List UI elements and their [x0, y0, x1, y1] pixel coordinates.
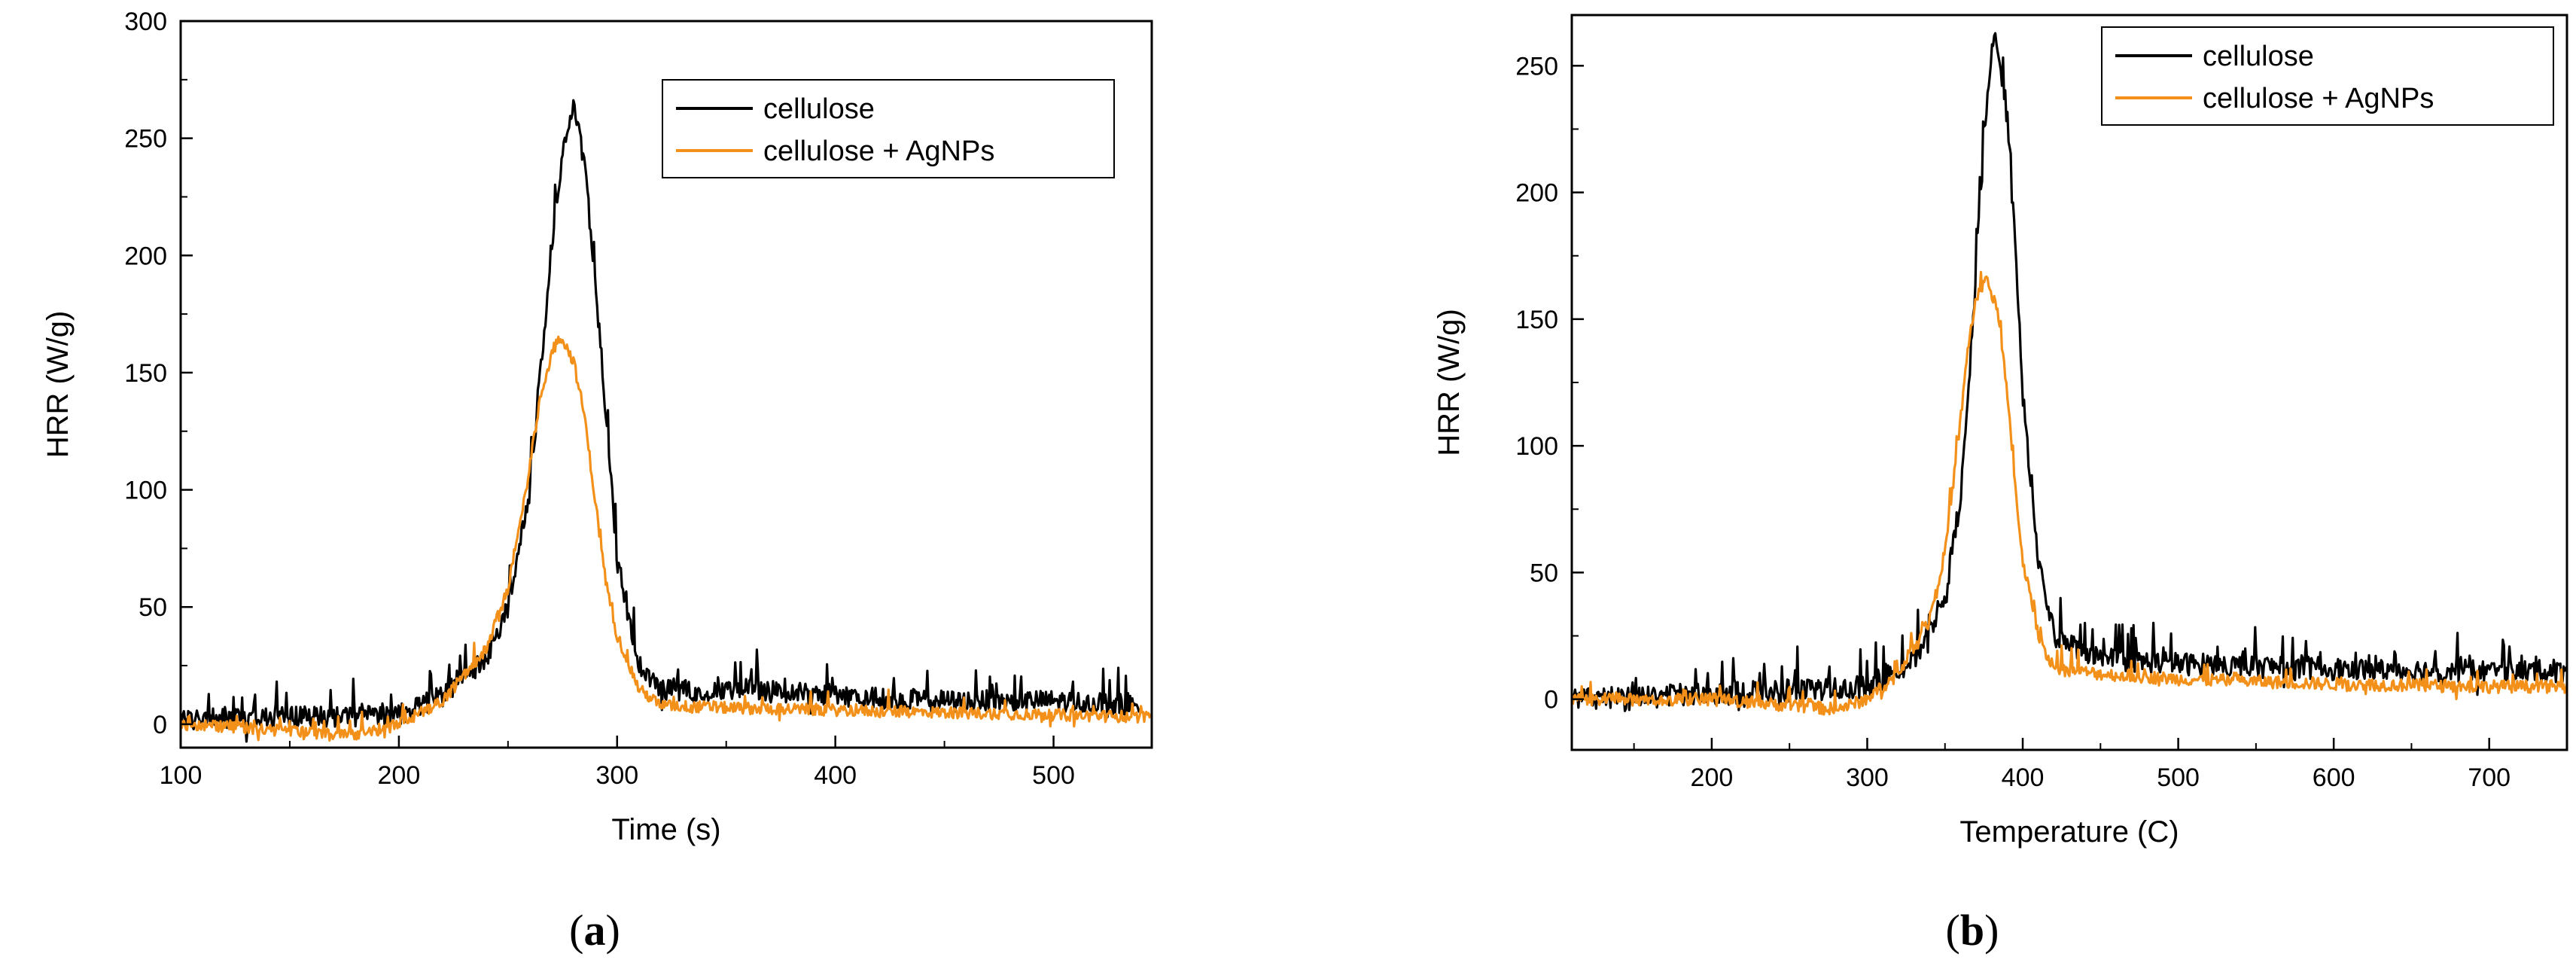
y-tick-label: 150	[124, 359, 167, 388]
y-axis-title: HRR (W/g)	[1433, 309, 1466, 456]
series-line-cellulose	[1572, 32, 2567, 712]
series-line-cellulose	[181, 99, 1140, 743]
panel-label: (b)	[1946, 906, 1999, 955]
y-tick-label: 250	[1515, 52, 1558, 81]
y-tick-label: 0	[1544, 686, 1558, 715]
x-tick-label: 400	[2002, 763, 2045, 792]
y-axis-title: HRR (W/g)	[41, 311, 75, 459]
x-tick-label: 200	[1691, 763, 1734, 792]
x-axis-title: Temperature (C)	[1959, 815, 2179, 849]
panel-label: (a)	[569, 906, 620, 955]
x-tick-label: 700	[2468, 763, 2511, 792]
legend-box	[662, 79, 1115, 178]
y-tick-label: 0	[153, 711, 167, 739]
x-axis-title: Time (s)	[611, 813, 720, 846]
y-tick-label: 200	[124, 242, 167, 270]
legend-label: cellulose	[2203, 41, 2314, 72]
x-tick-label: 400	[814, 761, 857, 790]
x-tick-label: 500	[2157, 763, 2200, 792]
y-tick-label: 250	[124, 125, 167, 154]
x-tick-label: 500	[1032, 761, 1075, 790]
series-line-cellulose-agnps	[181, 335, 1152, 742]
y-tick-label: 50	[1530, 559, 1558, 587]
y-tick-label: 50	[139, 593, 167, 622]
x-tick-label: 100	[160, 761, 202, 790]
chart-panel-a: 100 200 300 400 500 0 50 100 150 200 250 300 Time (s…	[41, 8, 1153, 955]
y-tick-label: 100	[124, 477, 167, 505]
y-tick-label: 150	[1515, 306, 1558, 334]
series-line-cellulose-agnps	[1572, 270, 2567, 716]
x-tick-label: 300	[1846, 763, 1889, 792]
legend-label: cellulose + AgNPs	[2203, 83, 2434, 114]
legend-label: cellulose + AgNPs	[763, 136, 994, 167]
y-tick-label: 200	[1515, 179, 1558, 208]
y-tick-label: 100	[1515, 432, 1558, 461]
x-tick-label: 600	[2313, 763, 2355, 792]
legend-box	[2101, 26, 2554, 126]
legend-label: cellulose	[763, 93, 875, 125]
y-tick-label: 300	[124, 8, 167, 36]
chart-panel-b: 200 300 400 500 600 700 0 50 100 150 200 250 Tempera…	[1433, 14, 2568, 955]
plot-frame	[179, 20, 1153, 749]
x-tick-label: 200	[378, 761, 421, 790]
x-tick-label: 300	[595, 761, 638, 790]
